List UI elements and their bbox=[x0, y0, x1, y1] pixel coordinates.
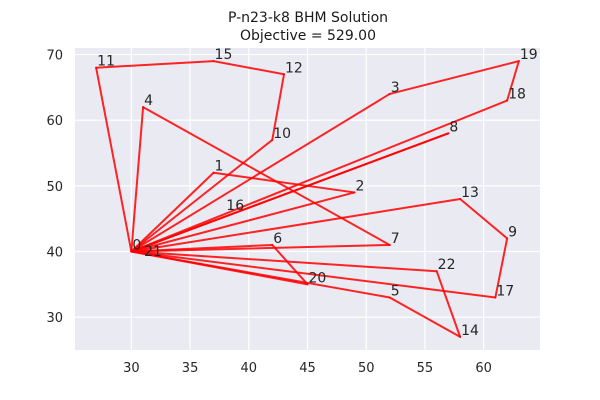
route-segment bbox=[130, 250, 391, 299]
node-label: 13 bbox=[461, 185, 479, 201]
x-tick-label: 50 bbox=[358, 361, 375, 376]
route-segment bbox=[130, 106, 145, 253]
node-label: 22 bbox=[438, 257, 456, 273]
node-label: 11 bbox=[97, 54, 115, 70]
y-tick-label: 70 bbox=[46, 49, 63, 64]
route-segment bbox=[271, 73, 286, 141]
route-segment bbox=[95, 66, 133, 253]
node-label: 15 bbox=[215, 47, 233, 63]
route-segment bbox=[388, 296, 462, 338]
x-tick-label: 60 bbox=[475, 361, 492, 376]
y-tick-label: 40 bbox=[46, 246, 63, 261]
node-label: 12 bbox=[285, 60, 303, 76]
y-axis-ticks: 30 40 50 60 70 bbox=[46, 49, 63, 327]
node-label: 18 bbox=[508, 87, 526, 103]
x-tick-label: 55 bbox=[417, 361, 434, 376]
route-segment bbox=[130, 198, 462, 253]
route-segment bbox=[130, 138, 274, 253]
x-tick-label: 40 bbox=[241, 361, 258, 376]
x-tick-label: 45 bbox=[299, 361, 316, 376]
node-label: 14 bbox=[461, 323, 479, 339]
route-segment bbox=[130, 92, 391, 253]
node-label: 6 bbox=[273, 231, 282, 247]
route-segment bbox=[130, 250, 497, 299]
route-segment bbox=[130, 171, 215, 253]
node-label: 5 bbox=[391, 283, 400, 299]
route-lines bbox=[95, 60, 520, 338]
route-segment bbox=[388, 60, 520, 95]
route-segment bbox=[459, 198, 509, 240]
y-tick-label: 30 bbox=[46, 311, 63, 326]
node-label: 8 bbox=[449, 119, 458, 135]
x-tick-label: 30 bbox=[123, 361, 140, 376]
x-axis-ticks: 30 35 40 45 50 55 60 bbox=[123, 361, 492, 376]
node-label: 19 bbox=[520, 47, 538, 63]
route-segment bbox=[130, 99, 509, 253]
node-label: 3 bbox=[391, 80, 400, 96]
node-label: 16 bbox=[226, 198, 244, 214]
node-label: 20 bbox=[309, 270, 327, 286]
node-label: 4 bbox=[144, 93, 153, 109]
route-segment bbox=[142, 106, 391, 246]
route-segment bbox=[506, 60, 520, 102]
y-tick-label: 60 bbox=[46, 114, 63, 129]
route-segment bbox=[212, 60, 286, 76]
chart-title: P-n23-k8 BHM Solution bbox=[228, 10, 388, 26]
route-segment bbox=[130, 191, 356, 253]
y-tick-label: 50 bbox=[46, 180, 63, 195]
node-label: 1 bbox=[215, 159, 224, 175]
chart-subtitle: Objective = 529.00 bbox=[240, 28, 376, 44]
node-label: 9 bbox=[508, 224, 517, 240]
route-segment bbox=[435, 270, 462, 338]
node-label: 0 bbox=[132, 238, 141, 254]
node-label: 17 bbox=[496, 283, 514, 299]
route-segment bbox=[494, 237, 509, 299]
route-segment bbox=[95, 60, 215, 69]
route-segment bbox=[130, 243, 274, 253]
node-label: 10 bbox=[273, 126, 291, 142]
route-segment bbox=[212, 171, 356, 194]
x-tick-label: 35 bbox=[182, 361, 199, 376]
node-label: 2 bbox=[355, 178, 364, 194]
node-label: 7 bbox=[391, 231, 400, 247]
route-segment bbox=[271, 243, 309, 286]
node-label: 21 bbox=[144, 244, 162, 260]
route-segment bbox=[130, 250, 438, 273]
route-segment bbox=[130, 132, 450, 253]
